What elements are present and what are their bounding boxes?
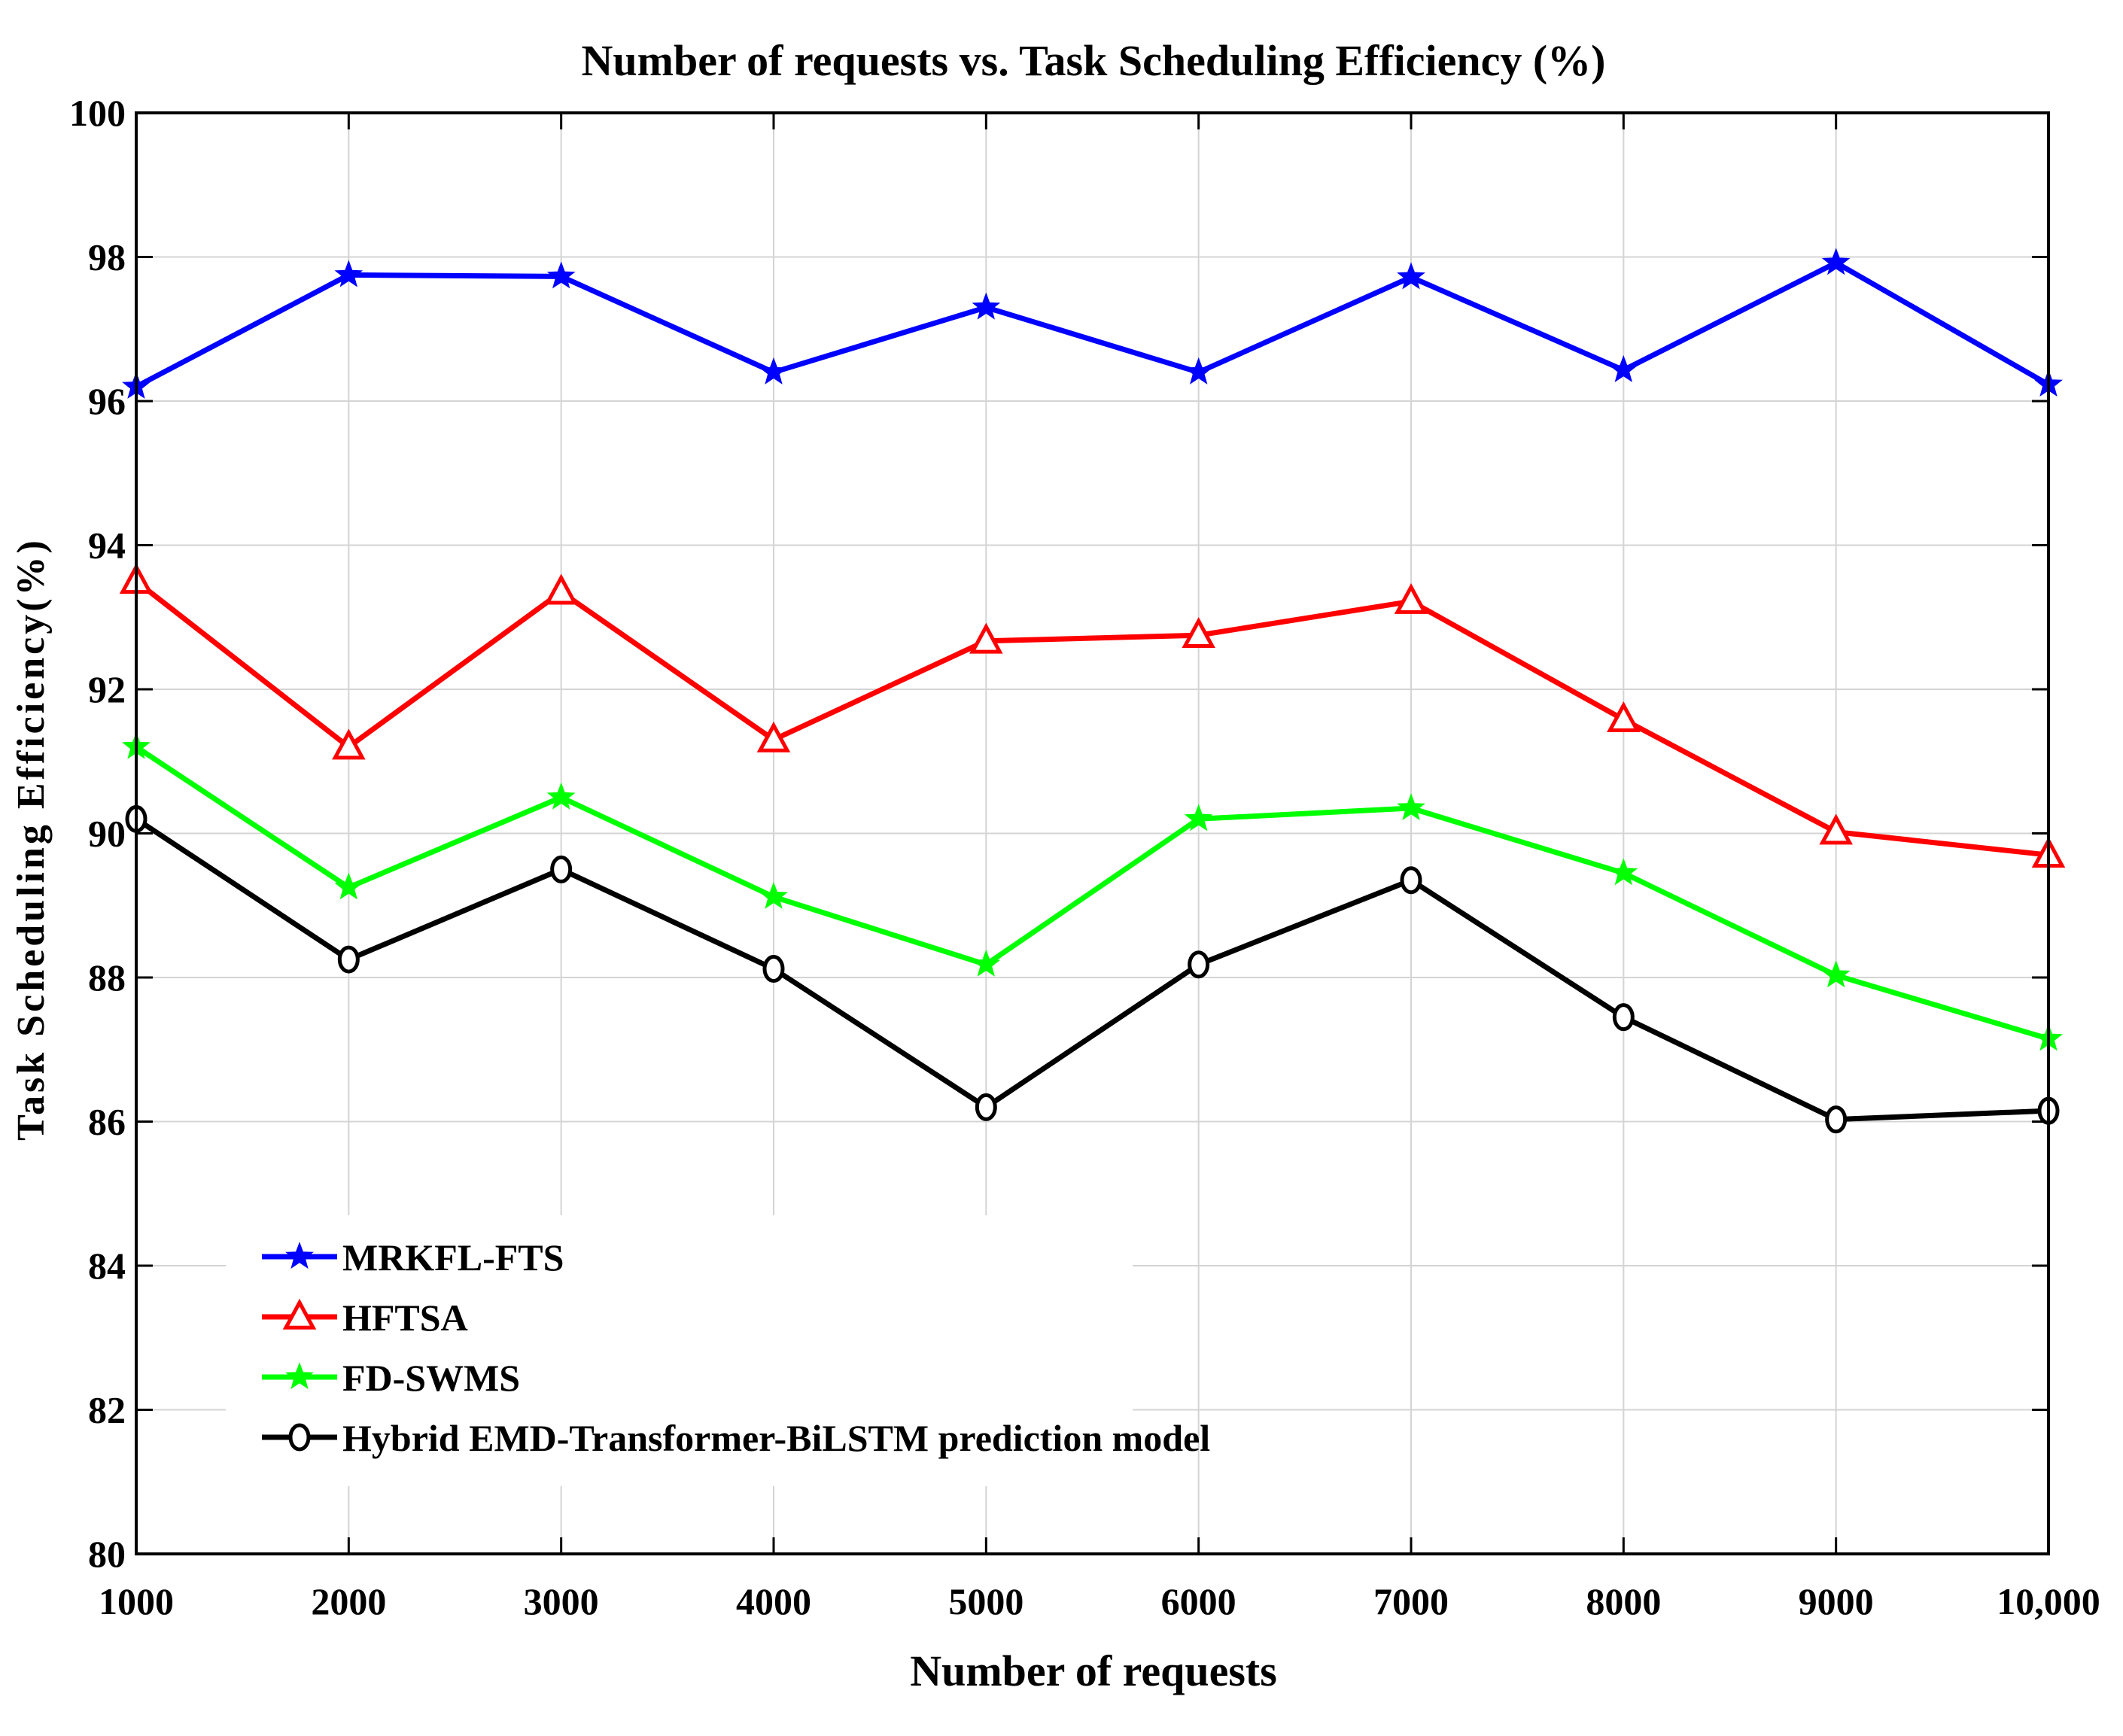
data-point — [544, 573, 578, 605]
y-tick-label: 92 — [88, 668, 126, 710]
y-tick-label: 100 — [69, 92, 126, 134]
legend-item: Hybrid EMD-Transformer-BiLSTM prediction… — [262, 1417, 1210, 1459]
y-tick-label: 80 — [88, 1533, 126, 1575]
data-point — [1184, 357, 1213, 385]
series-1 — [119, 563, 2066, 868]
data-point — [1821, 248, 1851, 275]
data-point — [759, 881, 788, 909]
data-point — [1821, 960, 1851, 988]
legend-item: FD-SWMS — [262, 1357, 520, 1399]
data-point — [546, 782, 576, 810]
x-tick-label: 6000 — [1161, 1580, 1236, 1622]
series-3 — [125, 804, 2060, 1134]
legend-box — [226, 1215, 1133, 1486]
legend-item: HFTSA — [262, 1297, 468, 1339]
y-tick-label: 82 — [88, 1389, 126, 1431]
legend: MRKFL-FTS HFTSA FD-SWMS Hybrid EMD-Transfor… — [226, 1215, 1210, 1486]
y-tick-label: 96 — [88, 380, 126, 422]
y-tick-label: 94 — [88, 524, 126, 567]
data-point — [332, 728, 366, 760]
data-point — [1819, 813, 1853, 845]
x-tick-label: 10,000 — [1997, 1580, 2100, 1622]
data-point — [1182, 616, 1215, 648]
data-point — [546, 261, 576, 289]
data-point — [975, 1093, 997, 1121]
legend-swatch-marker — [288, 1423, 311, 1452]
y-tick-label: 84 — [88, 1245, 126, 1287]
series-line — [135, 816, 2049, 1123]
series-line — [135, 260, 2050, 389]
data-point — [762, 955, 785, 984]
data-point — [1188, 950, 1210, 979]
data-point — [756, 721, 791, 752]
data-point — [1609, 858, 1638, 886]
y-tick-label: 88 — [88, 956, 126, 999]
data-point — [1612, 1003, 1635, 1032]
legend-label: FD-SWMS — [342, 1357, 520, 1399]
legend-swatch-marker — [285, 1362, 314, 1390]
y-tick-label: 90 — [88, 813, 126, 855]
x-tick-label: 1000 — [99, 1580, 174, 1622]
data-point — [1394, 582, 1428, 614]
chart-title: Number of requests vs. Task Scheduling E… — [582, 36, 1606, 85]
data-point — [969, 622, 1003, 654]
data-point — [759, 357, 788, 385]
data-point — [1400, 866, 1422, 895]
series — [119, 248, 2066, 1134]
series-line — [135, 744, 2050, 1041]
x-tick-label: 4000 — [736, 1580, 811, 1622]
series-0 — [122, 248, 2063, 399]
data-point — [337, 945, 360, 974]
data-point — [550, 855, 573, 883]
y-tick-label: 98 — [88, 236, 126, 278]
legend-item: MRKFL-FTS — [262, 1236, 564, 1278]
data-point — [1397, 793, 1425, 821]
data-point — [972, 949, 1001, 977]
legend-swatch-marker — [282, 1298, 317, 1330]
x-tick-label: 7000 — [1373, 1580, 1449, 1622]
x-tick-label: 9000 — [1799, 1580, 1874, 1622]
y-axis-label: Task Scheduling Efficiency(%) — [10, 537, 53, 1141]
legend-label: Hybrid EMD-Transformer-BiLSTM prediction… — [342, 1417, 1210, 1459]
x-tick-label: 5000 — [948, 1580, 1023, 1622]
ticks: 1000 2000 3000 4000 5000 6000 7000 8000 9000 10,0… — [69, 92, 2100, 1622]
data-point — [1397, 262, 1425, 290]
data-point — [1609, 354, 1638, 382]
x-tick-label: 2000 — [311, 1580, 386, 1622]
plot-frame — [135, 111, 2050, 1555]
data-point — [1825, 1105, 1848, 1134]
data-point — [334, 260, 363, 287]
legend-label: MRKFL-FTS — [342, 1236, 564, 1278]
data-point — [334, 872, 363, 900]
y-tick-label: 86 — [88, 1101, 126, 1143]
legend-label: HFTSA — [342, 1297, 468, 1339]
data-point — [1184, 804, 1213, 832]
data-point — [972, 292, 1001, 320]
x-tick-label: 8000 — [1586, 1580, 1661, 1622]
x-axis-label: Number of requests — [910, 1646, 1277, 1695]
x-tick-label: 3000 — [524, 1580, 599, 1622]
data-point — [1607, 701, 1641, 732]
series-line — [134, 579, 2049, 858]
legend-swatch-marker — [285, 1242, 314, 1269]
